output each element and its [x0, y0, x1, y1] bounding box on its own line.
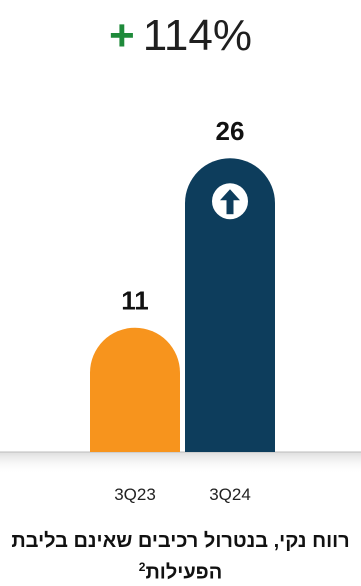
bar-3q23 [90, 327, 180, 452]
chart-title: רווח נקי, בנטרול רכיבים שאינם בליבת הפעי… [11, 530, 350, 584]
x-tick-label-3q23: 3Q23 [114, 485, 156, 504]
growth-headline: +114% [0, 10, 361, 62]
value-label-3q24: 26 [216, 116, 245, 146]
bar-chart: 11 3Q23 26 3Q24 [0, 116, 361, 504]
chart-title-footnote: 2 [138, 560, 146, 574]
x-tick-label-3q24: 3Q24 [209, 485, 251, 504]
baseline-shadow [0, 452, 361, 474]
value-label-3q23: 11 [121, 286, 149, 316]
up-arrow-icon [212, 183, 248, 220]
chart-caption: רווח נקי, בנטרול רכיבים שאינם בליבת הפעי… [10, 528, 351, 586]
bar-3q24 [185, 158, 275, 452]
growth-sign: + [109, 11, 135, 60]
growth-value: 114% [142, 11, 252, 60]
